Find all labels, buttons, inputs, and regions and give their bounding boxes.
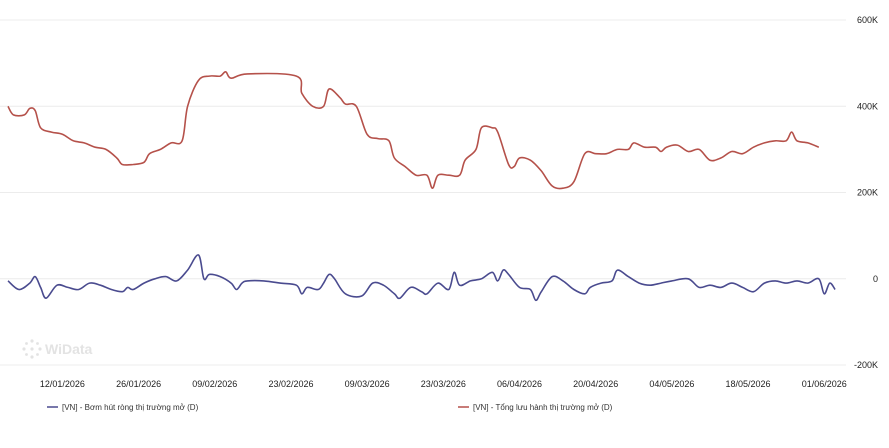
x-tick-label: 23/02/2026 bbox=[268, 379, 313, 389]
x-tick-label: 09/03/2026 bbox=[345, 379, 390, 389]
legend-label-outstanding: [VN] - Tổng lưu hành thị trường mở (D) bbox=[473, 403, 613, 412]
series-line-net[interactable] bbox=[7, 254, 836, 302]
x-tick-label: 04/05/2026 bbox=[649, 379, 694, 389]
y-tick-label: 200K bbox=[857, 188, 878, 198]
x-axis: 12/01/2026 26/01/2026 09/02/2026 23/02/2026… bbox=[40, 379, 847, 389]
y-tick-label: 0 bbox=[873, 274, 878, 284]
legend-item-outstanding[interactable]: [VN] - Tổng lưu hành thị trường mở (D) bbox=[458, 403, 613, 412]
x-tick-label: 12/01/2026 bbox=[40, 379, 85, 389]
x-tick-label: 23/03/2026 bbox=[421, 379, 466, 389]
y-tick-label: 400K bbox=[857, 101, 878, 111]
y-tick-label: 600K bbox=[857, 15, 878, 25]
x-tick-label: 18/05/2026 bbox=[726, 379, 771, 389]
x-tick-label: 06/04/2026 bbox=[497, 379, 542, 389]
series-line-outstanding[interactable] bbox=[7, 71, 820, 190]
legend: [VN] - Bơm hút ròng thị trường mở (D) [V… bbox=[47, 403, 613, 412]
y-tick-label: -200K bbox=[854, 360, 878, 370]
legend-item-net[interactable]: [VN] - Bơm hút ròng thị trường mở (D) bbox=[47, 403, 199, 412]
y-axis: 600K 400K 200K 0 -200K bbox=[854, 15, 878, 370]
grid bbox=[0, 19, 846, 366]
x-tick-label: 26/01/2026 bbox=[116, 379, 161, 389]
x-tick-label: 01/06/2026 bbox=[802, 379, 847, 389]
x-tick-label: 09/02/2026 bbox=[192, 379, 237, 389]
watermark-text: WiData bbox=[45, 341, 93, 357]
widata-logo-icon bbox=[22, 339, 42, 359]
watermark: WiData bbox=[22, 339, 93, 359]
series-layer bbox=[7, 71, 836, 302]
legend-label-net: [VN] - Bơm hút ròng thị trường mở (D) bbox=[62, 403, 199, 412]
x-tick-label: 20/04/2026 bbox=[573, 379, 618, 389]
